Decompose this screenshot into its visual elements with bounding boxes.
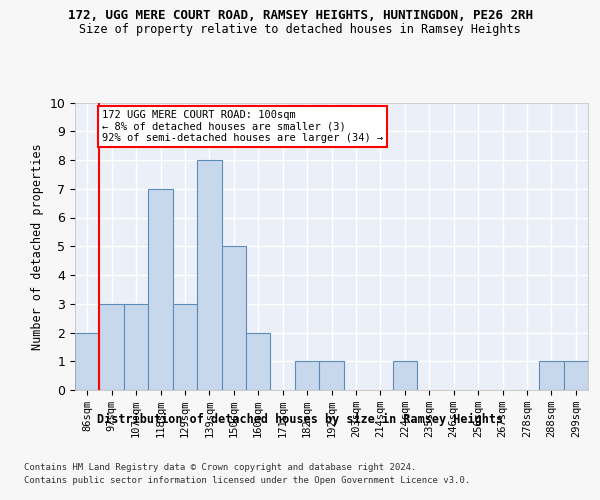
- Bar: [75, 332, 100, 390]
- Bar: [319, 361, 344, 390]
- Bar: [295, 361, 319, 390]
- Bar: [539, 361, 563, 390]
- Text: Contains public sector information licensed under the Open Government Licence v3: Contains public sector information licen…: [24, 476, 470, 485]
- Bar: [173, 304, 197, 390]
- Text: 172 UGG MERE COURT ROAD: 100sqm
← 8% of detached houses are smaller (3)
92% of s: 172 UGG MERE COURT ROAD: 100sqm ← 8% of …: [102, 110, 383, 143]
- Bar: [124, 304, 148, 390]
- Bar: [148, 188, 173, 390]
- Bar: [221, 246, 246, 390]
- Text: Contains HM Land Registry data © Crown copyright and database right 2024.: Contains HM Land Registry data © Crown c…: [24, 462, 416, 471]
- Bar: [197, 160, 221, 390]
- Bar: [392, 361, 417, 390]
- Text: Distribution of detached houses by size in Ramsey Heights: Distribution of detached houses by size …: [97, 412, 503, 426]
- Bar: [246, 332, 271, 390]
- Text: Size of property relative to detached houses in Ramsey Heights: Size of property relative to detached ho…: [79, 22, 521, 36]
- Y-axis label: Number of detached properties: Number of detached properties: [31, 143, 44, 350]
- Text: 172, UGG MERE COURT ROAD, RAMSEY HEIGHTS, HUNTINGDON, PE26 2RH: 172, UGG MERE COURT ROAD, RAMSEY HEIGHTS…: [67, 9, 533, 22]
- Bar: [100, 304, 124, 390]
- Bar: [563, 361, 588, 390]
